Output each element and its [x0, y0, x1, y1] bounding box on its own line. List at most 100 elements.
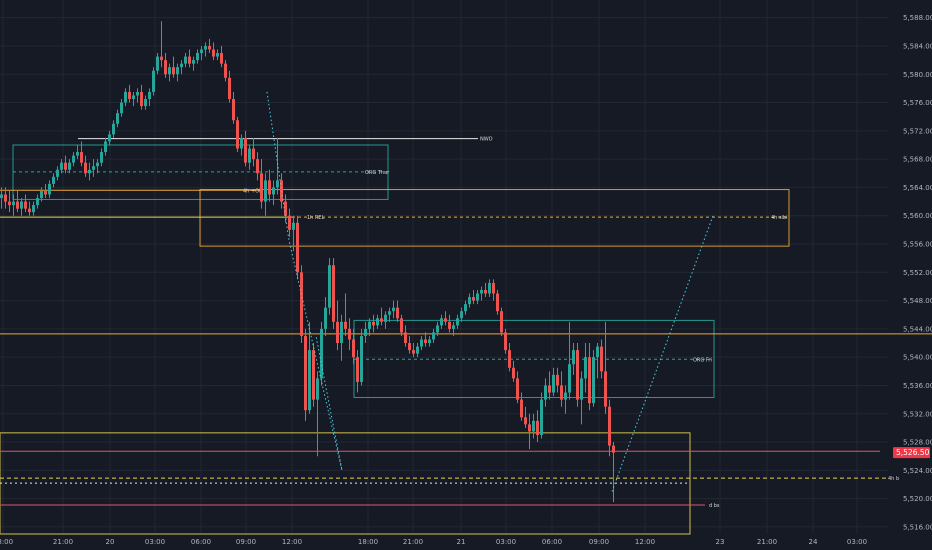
candle-up	[272, 187, 275, 195]
projection-path-2	[611, 215, 714, 492]
candle-up	[544, 385, 547, 400]
x-tick-label: 03:00	[145, 538, 165, 546]
x-tick-label: 06:00	[191, 538, 211, 546]
candle-down	[608, 406, 611, 446]
candle-down	[504, 332, 507, 351]
candle-down	[528, 424, 531, 432]
current-price-label: 5,526.50	[896, 448, 930, 457]
candle-up	[292, 222, 295, 230]
candle-up	[176, 67, 179, 75]
candle-down	[520, 399, 523, 418]
candle-up	[568, 364, 571, 393]
candle-down	[80, 152, 83, 163]
candle-down	[84, 162, 87, 174]
y-tick-label: 5,516.00	[903, 523, 932, 531]
projection-paths	[266, 91, 714, 492]
candle-down	[600, 346, 603, 372]
candle-up	[32, 205, 35, 213]
y-tick-label: 5,568.00	[903, 156, 932, 164]
candle-down	[172, 67, 175, 75]
candle-up	[460, 311, 463, 319]
candle-down	[212, 49, 215, 57]
candle-down	[484, 289, 487, 294]
candle-down	[448, 321, 451, 329]
candle-down	[44, 190, 47, 195]
candle-up	[204, 45, 207, 50]
candle-up	[392, 307, 395, 312]
candle-down	[380, 318, 383, 322]
x-tick-label: 21:00	[53, 538, 73, 546]
candle-down	[24, 201, 27, 209]
candle-up	[564, 392, 567, 400]
candle-up	[148, 91, 151, 100]
candle-up	[200, 49, 203, 54]
candle-down	[300, 272, 303, 336]
y-tick-label: 5,580.00	[903, 71, 932, 79]
y-tick-label: 5,536.00	[903, 382, 932, 390]
candle-up	[276, 180, 279, 188]
candle-down	[8, 201, 11, 206]
candle-down	[224, 63, 227, 78]
candle-up	[488, 282, 491, 294]
candle-up	[364, 328, 367, 336]
candle-up	[180, 63, 183, 68]
candle-up	[432, 332, 435, 340]
candle-up	[104, 141, 107, 153]
candle-up	[120, 102, 123, 114]
candle-up	[384, 314, 387, 322]
candle-down	[128, 91, 131, 100]
candle-down	[164, 60, 167, 75]
candle-up	[428, 339, 431, 344]
candle-up	[156, 56, 159, 71]
time-axis[interactable]: 18:00 21:00 20 03:00 06:00 09:00 12:00 18:00 21:…	[0, 538, 867, 546]
candle-down	[236, 120, 239, 149]
candle-up	[184, 56, 187, 64]
candle-up	[360, 335, 363, 382]
candle-up	[72, 155, 75, 163]
price-axis[interactable]: 5,516.00 5,520.00 5,524.00 5,528.00 5,532.00…	[903, 14, 932, 531]
candle-down	[472, 297, 475, 301]
candle-down	[228, 77, 231, 100]
candle-down	[160, 56, 163, 61]
x-tick-label: 20	[106, 538, 115, 546]
org-fri-line-label: ORG Fri	[693, 357, 712, 363]
candle-down	[588, 357, 591, 404]
candle-down	[232, 99, 235, 121]
x-tick-label: 18:00	[0, 538, 13, 546]
candle-down	[396, 307, 399, 319]
candle-up	[328, 265, 331, 308]
candle-up	[316, 378, 319, 400]
org-thur-line-label: ORG Thur	[365, 170, 390, 176]
candle-up	[48, 183, 51, 195]
y-tick-label: 5,544.00	[903, 325, 932, 333]
candle-up	[476, 293, 479, 301]
y-tick-label: 5,520.00	[903, 495, 932, 503]
candle-up	[464, 304, 467, 312]
candle-up	[480, 289, 483, 294]
candle-down	[296, 222, 299, 273]
y-tick-label: 5,552.00	[903, 269, 932, 277]
y-tick-label: 5,572.00	[903, 127, 932, 135]
candle-up	[552, 374, 555, 393]
x-tick-label: 18:00	[358, 538, 378, 546]
candle-down	[500, 311, 503, 333]
y-tick-label: 5,560.00	[903, 212, 932, 220]
candle-down	[524, 417, 527, 425]
candle-up	[440, 318, 443, 326]
candle-down	[252, 148, 255, 160]
four-h-b-line-label: 4h b	[888, 476, 899, 482]
candle-down	[356, 357, 359, 382]
candle-down	[268, 180, 271, 195]
x-tick-label: 06:00	[542, 538, 562, 546]
candle-down	[348, 328, 351, 340]
candle-up	[88, 169, 91, 174]
candle-up	[132, 95, 135, 100]
candle-down	[4, 194, 7, 202]
y-tick-label: 5,556.00	[903, 241, 932, 249]
candle-down	[16, 201, 19, 209]
candle-down	[64, 162, 67, 170]
projection-path-1	[266, 91, 343, 471]
candle-down	[556, 374, 559, 386]
